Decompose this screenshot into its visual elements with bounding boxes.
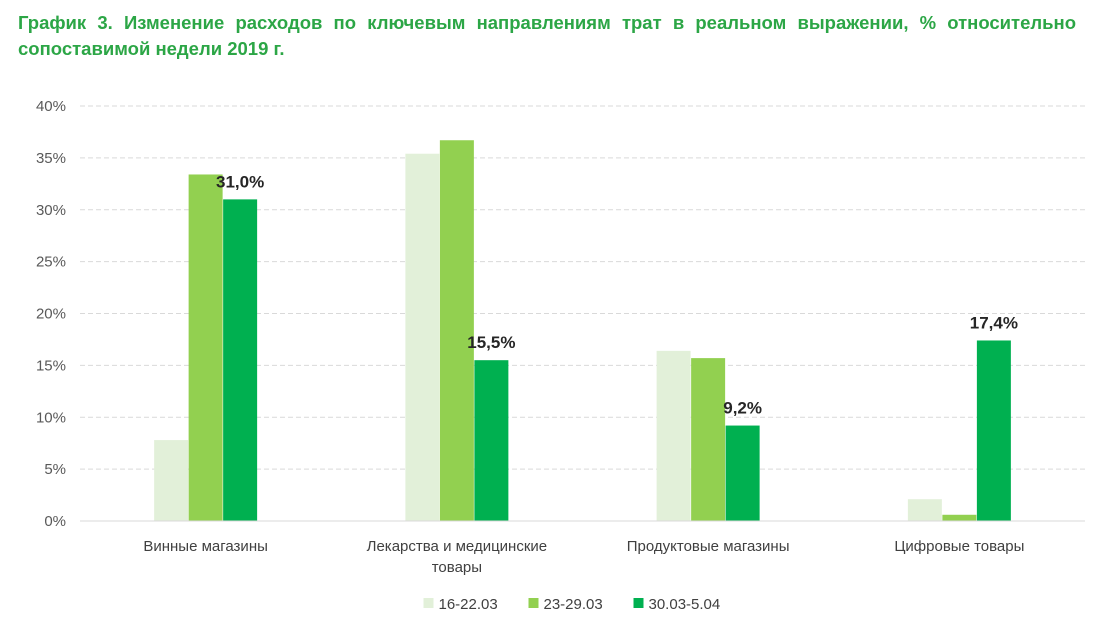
legend-swatch bbox=[528, 598, 539, 608]
bar bbox=[223, 199, 258, 521]
bar bbox=[439, 140, 474, 522]
x-tick-label: Лекарства и медицинские товары bbox=[367, 538, 547, 576]
data-label: 9,2% bbox=[723, 399, 762, 418]
chart-title: График 3. Изменение расходов по ключевым… bbox=[18, 12, 1076, 59]
y-tick-label: 35% bbox=[36, 150, 66, 167]
y-tick-label: 5% bbox=[44, 461, 66, 478]
bar bbox=[942, 514, 977, 521]
x-axis-ticks: Винные магазины Лекарства и медицинские то… bbox=[143, 538, 1024, 576]
x-tick-label: Цифровые товары bbox=[894, 538, 1024, 555]
data-label: 31,0% bbox=[216, 172, 264, 191]
data-label: 15,5% bbox=[467, 333, 515, 352]
bar bbox=[691, 358, 726, 521]
bar bbox=[188, 174, 223, 521]
x-tick-label-line: Винные магазины bbox=[143, 538, 268, 555]
y-tick-label: 25% bbox=[36, 254, 66, 271]
y-tick-label: 30% bbox=[36, 202, 66, 219]
legend-swatch bbox=[423, 598, 434, 608]
legend-label: 16-22.03 bbox=[439, 596, 498, 613]
legend-swatch bbox=[633, 598, 644, 608]
data-labels: 31,0% 15,5% 9,2% 17,4% bbox=[216, 172, 1018, 417]
bar bbox=[656, 350, 691, 521]
y-tick-label: 40% bbox=[36, 98, 66, 115]
x-tick-label: Продуктовые магазины bbox=[627, 538, 790, 555]
y-tick-label: 20% bbox=[36, 306, 66, 323]
y-tick-label: 0% bbox=[44, 513, 66, 530]
bars bbox=[154, 140, 1011, 522]
bar bbox=[405, 153, 440, 521]
bar bbox=[725, 425, 760, 521]
x-tick-label-line: товары bbox=[432, 559, 482, 576]
bar bbox=[907, 499, 942, 521]
x-tick-label-line: Лекарства и медицинские bbox=[367, 538, 547, 555]
x-tick-label-line: Продуктовые магазины bbox=[627, 538, 790, 555]
legend: 16-22.03 23-29.03 30.03-5.04 bbox=[423, 596, 721, 613]
legend-label: 30.03-5.04 bbox=[649, 596, 721, 613]
x-tick-label: Винные магазины bbox=[143, 538, 268, 555]
bar bbox=[474, 360, 509, 521]
y-tick-label: 15% bbox=[36, 357, 66, 374]
y-axis-ticks: 0% 5% 10% 15% 20% 25% 30% 35% 40% bbox=[36, 98, 66, 530]
bar bbox=[154, 440, 189, 521]
bar bbox=[976, 340, 1011, 521]
y-tick-label: 10% bbox=[36, 409, 66, 426]
data-label: 17,4% bbox=[970, 313, 1018, 332]
legend-label: 23-29.03 bbox=[544, 596, 603, 613]
x-tick-label-line: Цифровые товары bbox=[894, 538, 1024, 555]
